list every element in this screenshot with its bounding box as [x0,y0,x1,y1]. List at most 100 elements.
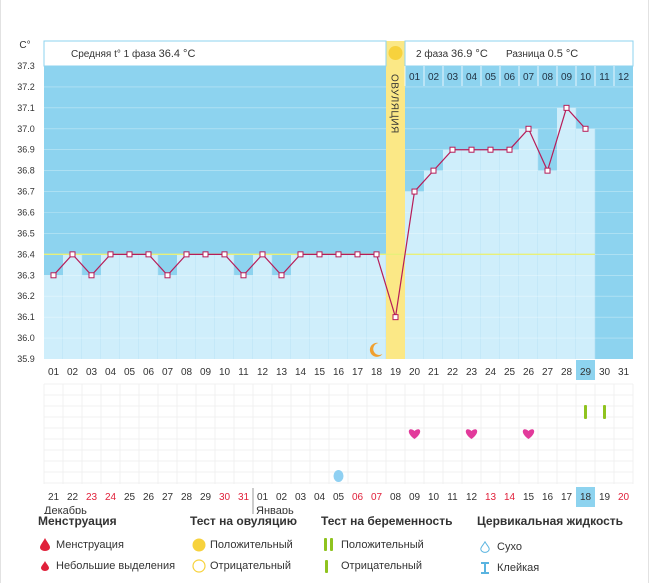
temp-bar [101,254,120,359]
temp-point [316,251,323,258]
y-tick-label: 37.3 [17,61,35,71]
legend-cervical-sticky: Клейкая [497,562,540,574]
legend-menstruation-title: Менструация [38,514,117,528]
temp-point [221,251,228,258]
diff-value: 0.5 °C [548,48,579,60]
cycle-day-label: 08 [181,367,193,378]
phase2-day-label: 05 [485,72,497,83]
calendar-day-label: 07 [371,492,383,503]
y-tick-label: 36.8 [17,166,35,176]
cycle-day-label: 17 [352,367,364,378]
calendar-day-label: 01 [257,492,269,503]
cycle-day-label: 14 [295,367,307,378]
ovulation-sun-icon [388,46,403,60]
y-tick-label: 36.0 [17,333,35,343]
calendar-row [44,486,633,506]
temp-point [50,272,57,279]
legend-ovulation-title: Тест на овуляцию [190,514,297,528]
temp-point [164,272,171,279]
pregnancy-positive-icon [324,538,333,551]
temp-point [69,251,76,258]
y-tick-label: 37.1 [17,103,35,113]
legend-pregnancy-positive: Положительный [341,539,424,551]
symptom-grid [44,384,633,484]
phase2-day-label: 10 [580,72,592,83]
temp-bar [139,254,158,359]
legend-ovulation-positive: Положительный [210,539,293,551]
temp-bar [82,275,101,359]
cycle-day-label: 22 [447,367,459,378]
calendar-day-label: 24 [105,492,117,503]
legend-spotting-label: Небольшие выделения [56,560,176,572]
legend-menstruation: Менструация Менструация Небольшие выделе… [38,514,175,572]
legend-ovulation-test: Тест на овуляцию Положительный Отрицател… [190,514,297,573]
temp-point [411,188,418,195]
temp-bar [557,107,576,359]
drop-icon [333,470,344,482]
legend-menstruation-label: Менструация [56,539,124,551]
ovulation-negative-icon [192,559,206,573]
phase2-day-label: 08 [542,72,554,83]
pregnancy-negative-icon [325,560,328,573]
temp-point [297,251,304,258]
diff-label: Разница 0.5 °C [506,48,578,60]
heart-icon [522,429,535,439]
cycle-day-label: 15 [314,367,326,378]
heart-icon [408,429,421,439]
cycle-day-label: 01 [48,367,60,378]
y-tick-label: 36.9 [17,145,35,155]
phase2-day-label: 03 [447,72,459,83]
calendar-day-label: 11 [447,492,458,503]
temp-bar [310,254,329,359]
cycle-day-label: 07 [162,367,174,378]
phase1-header [43,40,387,67]
temp-bar [253,254,272,359]
calendar-day-label: 04 [314,492,326,503]
legend-pregnancy-test: Тест на беременность Положительный Отриц… [321,514,452,573]
calendar-day-label: 22 [67,492,79,503]
ovulation-column [386,41,405,359]
temp-point [88,272,95,279]
calendar-day-label: 14 [504,492,516,503]
temp-point [202,251,209,258]
temp-point [563,104,570,111]
temp-point [449,146,456,153]
temp-bar [63,254,82,359]
moon-icon [369,342,383,357]
y-tick-label: 35.9 [17,354,35,364]
y-unit-label: C° [19,40,30,51]
current-day-highlight [576,360,595,380]
legend-cervical: Цервикальная жидкость Сухо Клейкая [477,514,624,574]
legend: Менструация Менструация Небольшие выделе… [0,514,649,583]
y-tick-label: 36.1 [17,312,35,322]
temp-point [278,272,285,279]
calendar-day-label: 17 [561,492,573,503]
temp-bar [348,254,367,359]
calendar-day-label: 21 [48,492,60,503]
phase2-value: 36.9 °C [451,48,488,60]
calendar-day-label: 05 [333,492,345,503]
cycle-day-label: 31 [618,367,630,378]
temp-point [126,251,133,258]
cycle-day-label: 19 [390,367,402,378]
cycle-day-label: 09 [200,367,212,378]
legend-cervical-title: Цервикальная жидкость [477,514,624,528]
calendar-day-label: 10 [428,492,440,503]
temp-point [525,125,532,132]
cycle-day-label: 27 [542,367,554,378]
cycle-day-label: 06 [143,367,155,378]
temp-point [487,146,494,153]
cycle-day-label: 23 [466,367,478,378]
cycle-day-label: 12 [257,367,269,378]
temp-point [183,251,190,258]
calendar-day-label: 18 [580,492,592,503]
cycle-day-label: 13 [276,367,288,378]
phase2-day-label: 12 [618,72,630,83]
calendar-current-highlight [576,487,595,507]
temp-bar [177,254,196,359]
cycle-day-label: 20 [409,367,421,378]
cycle-day-label: 05 [124,367,136,378]
temp-bar [272,275,291,359]
temp-bar [405,191,424,359]
ovulation-label: ОВУЛЯЦИЯ [389,74,400,134]
